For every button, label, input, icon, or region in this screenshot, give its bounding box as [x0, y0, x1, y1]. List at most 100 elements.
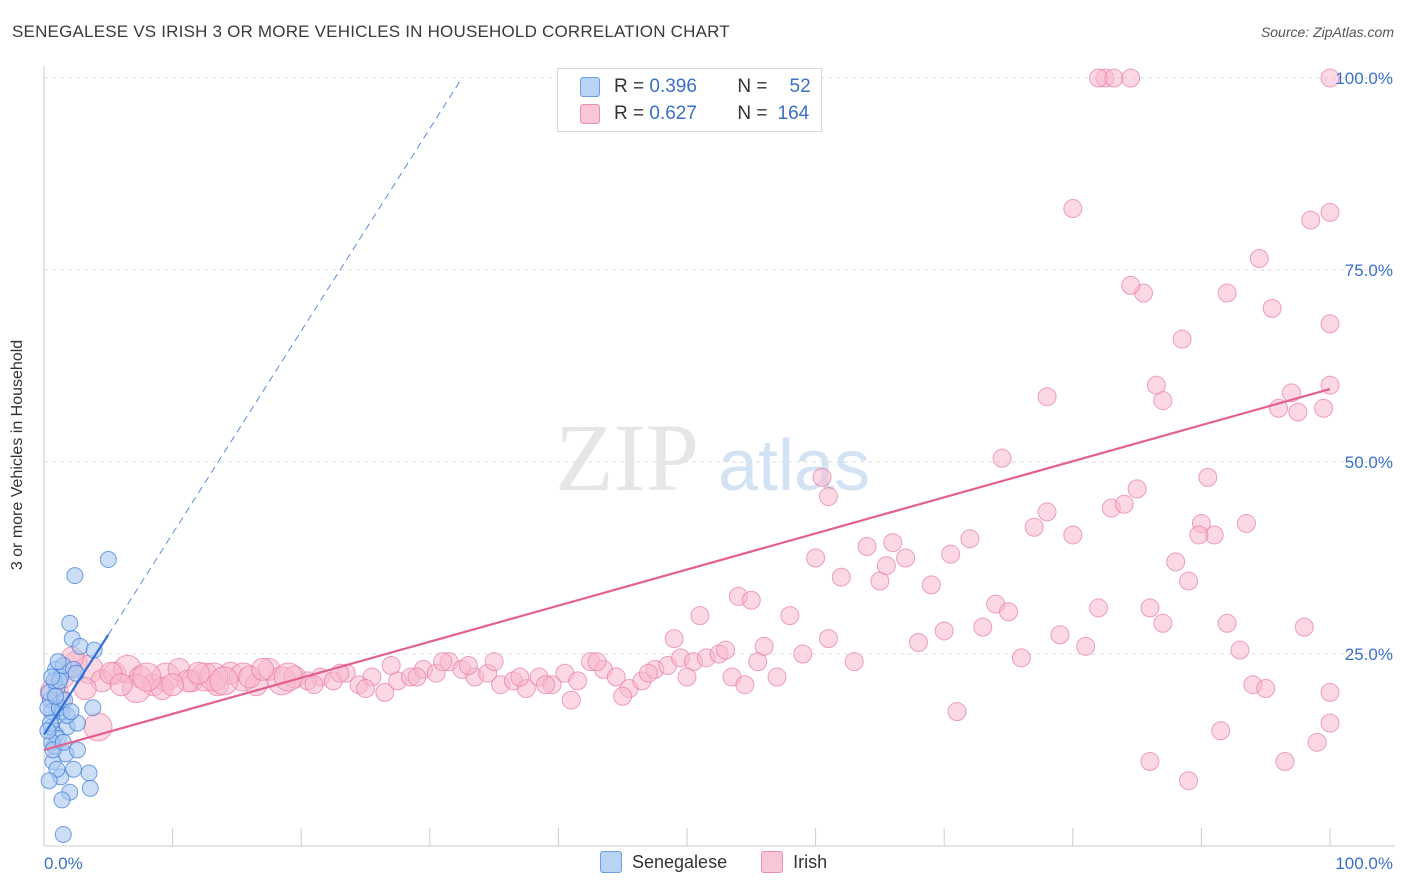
senegalese-point	[54, 825, 72, 843]
senegalese-point	[80, 764, 98, 782]
irish-point	[375, 682, 395, 702]
irish-point	[132, 662, 162, 692]
irish-point	[1189, 525, 1209, 545]
irish-point	[356, 679, 375, 699]
irish-point	[767, 667, 787, 687]
irish-point	[908, 632, 928, 652]
watermark: ZIP atlas	[555, 404, 870, 511]
irish-point	[896, 548, 916, 568]
irish-point	[1320, 68, 1340, 88]
irish-point	[458, 656, 478, 676]
r-label: R =	[614, 76, 645, 97]
irish-point	[381, 656, 401, 676]
watermark-atlas: atlas	[718, 426, 870, 506]
irish-point	[1121, 68, 1141, 88]
irish-point	[1217, 283, 1237, 303]
irish-point	[1179, 571, 1199, 591]
irish-point	[407, 667, 427, 687]
irish-point	[1281, 383, 1301, 403]
irish-point	[209, 666, 239, 696]
n-label: N =	[737, 103, 768, 124]
legend-label-senegalese: Senegalese	[632, 851, 728, 872]
irish-point	[1217, 613, 1237, 633]
irish-point	[1320, 314, 1340, 334]
senegalese-point	[53, 791, 71, 809]
irish-point	[1063, 525, 1083, 545]
irish-point	[1294, 617, 1314, 637]
senegalese-point	[43, 668, 61, 686]
n-value: 164	[777, 103, 810, 124]
senegalese-trend-line	[43, 634, 110, 736]
trend-lines	[43, 77, 1331, 752]
irish-point	[1275, 752, 1295, 772]
irish-point	[690, 606, 710, 626]
x-tick-label-min: 0.0%	[44, 854, 83, 873]
correlation-legend: R = 0.396 N = 52 R = 0.627 N = 164	[557, 68, 822, 132]
irish-trend-line	[43, 387, 1331, 752]
irish-point	[606, 667, 626, 687]
irish-point	[568, 671, 588, 691]
n-value: 52	[789, 76, 811, 97]
irish-point	[735, 675, 755, 695]
irish-point	[857, 536, 877, 556]
irish-point	[1037, 502, 1057, 522]
irish-point	[304, 675, 324, 695]
senegalese-point	[66, 567, 84, 585]
y-tick-label: 100.0%	[1335, 69, 1393, 88]
irish-point	[677, 667, 697, 687]
senegalese-point	[67, 664, 85, 682]
irish-swatch	[761, 851, 784, 873]
legend-item-senegalese[interactable]: Senegalese	[600, 851, 727, 873]
irish-point	[1179, 771, 1199, 791]
tick-labels: 25.0% 50.0% 75.0% 100.0% 0.0% 100.0%	[44, 69, 1393, 873]
senegalese-point	[71, 637, 89, 655]
senegalese-point	[81, 779, 99, 797]
n-label: N =	[737, 76, 768, 97]
senegalese-point	[47, 687, 65, 705]
y-tick-label: 25.0%	[1345, 645, 1393, 664]
source-credit: Source: ZipAtlas.com	[1260, 24, 1394, 40]
irish-points	[39, 68, 1340, 791]
irish-point	[1256, 679, 1276, 699]
irish-point	[613, 686, 633, 706]
irish-point	[921, 575, 941, 595]
senegalese-swatch	[600, 851, 622, 873]
legend-label-irish: Irish	[793, 851, 828, 872]
irish-point	[561, 690, 581, 710]
irish-point	[941, 544, 961, 564]
irish-point	[780, 606, 800, 626]
irish-point	[587, 652, 607, 672]
irish-point	[1140, 598, 1160, 618]
irish-point	[1249, 248, 1269, 268]
senegalese-point	[99, 551, 117, 569]
irish-point	[1307, 732, 1327, 752]
irish-point	[1076, 636, 1096, 656]
irish-point	[251, 657, 275, 681]
irish-point	[1024, 517, 1044, 537]
chart-title: SENEGALESE VS IRISH 3 OR MORE VEHICLES I…	[12, 22, 730, 41]
irish-point	[812, 467, 832, 487]
senegalese-trend-extension	[107, 77, 463, 636]
irish-point	[664, 629, 684, 649]
irish-point	[1146, 375, 1166, 395]
irish-point	[1153, 613, 1173, 633]
senegalese-point	[39, 722, 57, 740]
irish-point	[1011, 648, 1031, 668]
irish-point	[1320, 682, 1340, 702]
irish-point	[1236, 513, 1256, 533]
senegalese-swatch	[580, 77, 600, 97]
senegalese-point	[40, 772, 58, 790]
irish-point	[1262, 298, 1282, 318]
irish-point	[1198, 467, 1218, 487]
senegalese-point	[61, 614, 79, 632]
irish-point	[186, 661, 210, 685]
r-label: R =	[614, 103, 645, 124]
irish-point	[1140, 752, 1160, 772]
irish-point	[433, 652, 453, 672]
irish-point	[1063, 199, 1083, 219]
irish-point	[638, 663, 658, 683]
legend-item-irish[interactable]: Irish	[761, 851, 827, 873]
irish-point	[992, 448, 1012, 468]
irish-point	[1314, 398, 1334, 418]
